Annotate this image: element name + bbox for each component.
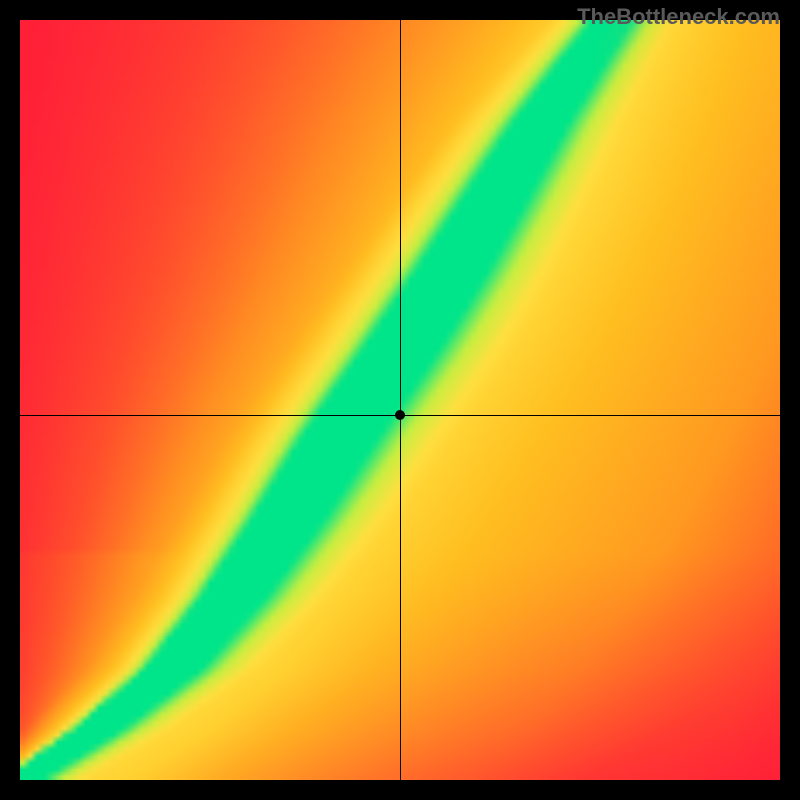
marker-dot xyxy=(395,410,405,420)
watermark-text: TheBottleneck.com xyxy=(577,4,780,30)
crosshair-vertical xyxy=(400,20,401,780)
chart-container: TheBottleneck.com xyxy=(0,0,800,800)
